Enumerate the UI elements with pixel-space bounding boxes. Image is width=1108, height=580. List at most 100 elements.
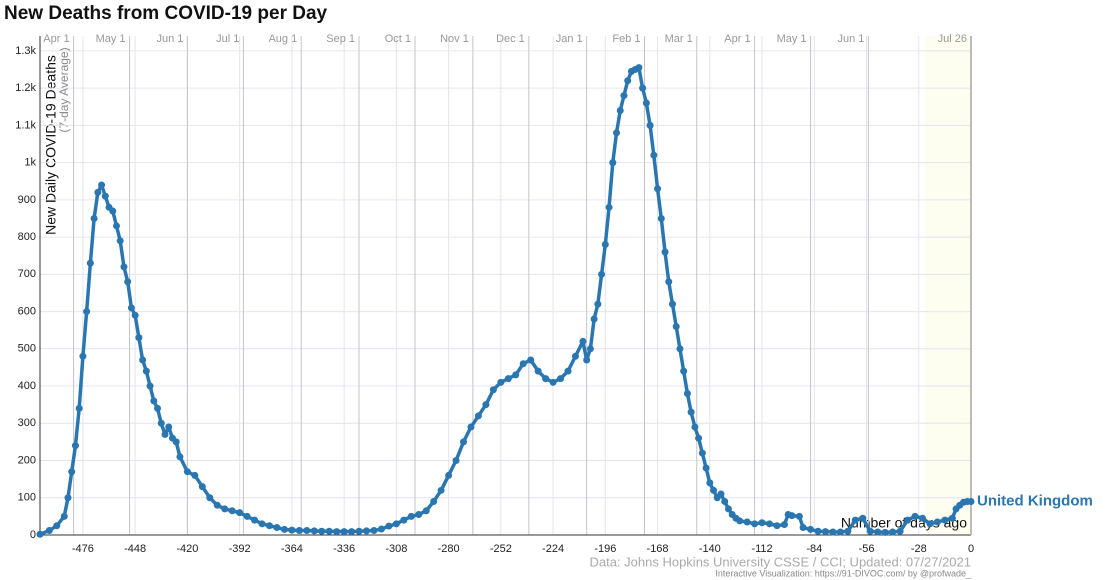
data-point xyxy=(926,520,934,528)
data-point xyxy=(695,434,703,442)
month-label: Feb 1 xyxy=(612,33,640,45)
data-point xyxy=(385,522,393,530)
y-tick-label: 1.3k xyxy=(15,45,36,57)
x-tick-label: -84 xyxy=(806,543,822,555)
x-tick-label: -112 xyxy=(751,543,772,555)
y-tick-label: 200 xyxy=(18,454,36,466)
data-point xyxy=(911,512,919,520)
data-point xyxy=(534,367,542,375)
data-point xyxy=(265,522,273,530)
x-tick-label: -336 xyxy=(333,543,355,555)
data-point xyxy=(504,375,512,383)
data-point xyxy=(460,438,468,446)
data-point xyxy=(795,512,803,520)
recent-shade xyxy=(925,36,971,535)
data-point xyxy=(676,345,684,353)
x-tick-label: -28 xyxy=(911,543,927,555)
data-point xyxy=(654,185,662,193)
data-point xyxy=(874,528,882,536)
data-point xyxy=(191,471,199,479)
data-point xyxy=(579,337,587,345)
data-point xyxy=(613,129,621,137)
data-point xyxy=(672,322,680,330)
month-label: Aug 1 xyxy=(268,33,297,45)
y-axis-sublabel: (7-day Average) xyxy=(57,47,71,132)
data-point xyxy=(680,367,688,375)
data-point xyxy=(683,389,691,397)
credit: Interactive Visualization: https://91-DI… xyxy=(715,568,972,578)
data-point xyxy=(221,505,229,513)
data-point xyxy=(642,99,650,107)
data-point xyxy=(60,512,68,520)
data-point xyxy=(377,525,385,533)
data-point xyxy=(407,512,415,520)
month-label: Mar 1 xyxy=(665,33,693,45)
data-point xyxy=(36,530,44,538)
data-point xyxy=(355,527,363,535)
data-point xyxy=(527,356,535,364)
x-tick-label: -308 xyxy=(385,543,407,555)
data-point xyxy=(124,278,132,286)
data-point xyxy=(415,511,423,519)
x-tick-label: -140 xyxy=(699,543,721,555)
data-point xyxy=(814,527,822,535)
x-tick-label: -56 xyxy=(859,543,875,555)
data-point xyxy=(318,527,326,535)
y-tick-label: 500 xyxy=(18,343,36,355)
data-point xyxy=(437,486,445,494)
data-point xyxy=(213,501,221,509)
data-point xyxy=(142,367,150,375)
month-label: Jan 1 xyxy=(556,33,583,45)
data-point xyxy=(564,367,572,375)
data-point xyxy=(295,527,303,535)
data-point xyxy=(881,528,889,536)
data-point xyxy=(512,371,520,379)
data-point xyxy=(452,457,460,465)
data-point xyxy=(657,214,665,222)
data-point xyxy=(780,521,788,529)
data-point xyxy=(624,77,632,85)
y-tick-label: 1k xyxy=(24,157,36,169)
x-tick-label: -364 xyxy=(281,543,303,555)
x-tick-label: 0 xyxy=(968,543,974,555)
data-point xyxy=(83,308,91,316)
month-label: Nov 1 xyxy=(440,33,469,45)
data-point xyxy=(467,423,475,431)
data-point xyxy=(717,490,725,498)
y-tick-label: 400 xyxy=(18,380,36,392)
data-point xyxy=(829,528,837,536)
month-label: May 1 xyxy=(96,33,126,45)
data-point xyxy=(154,404,162,412)
data-point xyxy=(363,527,371,535)
data-point xyxy=(422,507,430,515)
data-point xyxy=(571,352,579,360)
data-point xyxy=(650,151,658,159)
data-point xyxy=(98,181,106,189)
x-tick-label: -252 xyxy=(490,543,512,555)
month-label: May 1 xyxy=(777,33,807,45)
data-point xyxy=(605,203,613,211)
y-axis-label: New Daily COVID-19 Deaths xyxy=(43,55,59,235)
data-point xyxy=(967,497,975,505)
x-tick-label: -392 xyxy=(229,543,251,555)
y-tick-label: 1.2k xyxy=(15,82,36,94)
y-tick-label: 300 xyxy=(18,417,36,429)
data-point xyxy=(333,528,341,536)
source: Data: Johns Hopkins University CSSE / CC… xyxy=(589,554,971,569)
data-point xyxy=(116,237,124,245)
data-point xyxy=(542,375,550,383)
data-point xyxy=(590,315,598,323)
data-point xyxy=(243,512,251,520)
data-point xyxy=(836,528,844,536)
data-point xyxy=(766,520,774,528)
data-point xyxy=(710,486,718,494)
data-point xyxy=(165,423,173,431)
data-point xyxy=(859,514,867,522)
data-point xyxy=(135,334,143,342)
data-point xyxy=(635,64,643,72)
data-point xyxy=(904,516,912,524)
data-point xyxy=(698,449,706,457)
data-point xyxy=(489,386,497,394)
y-tick-label: 700 xyxy=(18,268,36,280)
